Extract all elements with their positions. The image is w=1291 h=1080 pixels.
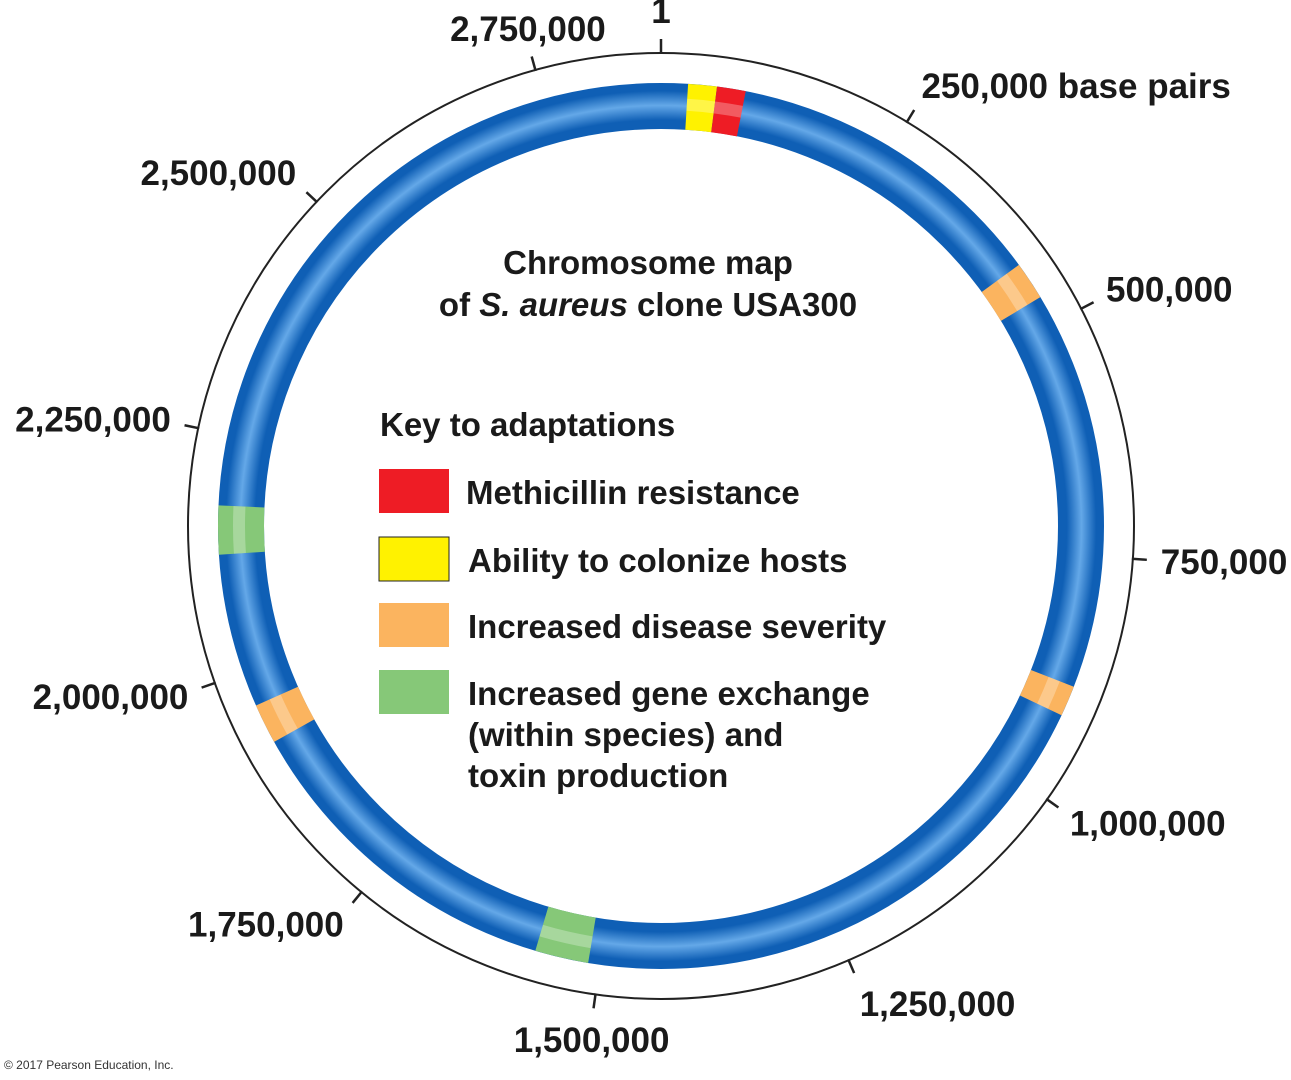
region-severity-2 (981, 264, 1041, 322)
region-highlight-4 (539, 924, 593, 949)
region-highlight-2 (997, 273, 1028, 312)
key-label-gene-exchange-line2: (within species) and (468, 716, 783, 753)
key-swatch-methicillin (379, 469, 449, 513)
tick-label-9: 2,250,000 (15, 400, 171, 439)
region-severity-5 (255, 686, 315, 742)
tick-label-1: 250,000 base pairs (921, 67, 1230, 106)
region-colonize-0 (685, 83, 718, 133)
tick-label-2: 500,000 (1106, 270, 1233, 309)
tick-mark-1 (905, 109, 916, 124)
tick-mark-10 (305, 191, 319, 204)
key-swatch-severity (379, 603, 449, 647)
tick-mark-7 (351, 890, 364, 904)
region-highlight-6 (233, 506, 246, 554)
key-swatch-gene-exchange (379, 670, 449, 714)
region-methicillin-1 (711, 86, 746, 137)
key-label-gene-exchange-line1: Increased gene exchange (468, 675, 870, 712)
key-title: Key to adaptations (380, 406, 675, 443)
region-highlight-1 (713, 101, 743, 118)
tick-label-8: 2,000,000 (33, 678, 189, 717)
region-gene-exchange-4 (535, 906, 597, 963)
tick-mark-9 (184, 423, 200, 430)
region-highlight-5 (269, 694, 298, 735)
map-title-line2: of S. aureus clone USA300 (439, 286, 857, 323)
key-label-gene-exchange-line3: toxin production (468, 757, 728, 794)
outer-circle (187, 52, 1135, 1000)
region-severity-3 (1019, 669, 1074, 716)
key-label-severity: Increased disease severity (468, 608, 887, 645)
tick-mark-11 (530, 56, 537, 72)
tick-marks: 1 250,000 base pairs 500,000 750,000 1,000,0… (15, 0, 1287, 1060)
tick-label-3: 750,000 (1161, 543, 1288, 582)
tick-mark-2 (1079, 301, 1095, 311)
tick-label-6: 1,500,000 (514, 1021, 670, 1060)
tick-label-10: 2,500,000 (140, 154, 296, 193)
region-highlight-3 (1037, 676, 1060, 709)
chromosome-ring (218, 83, 1104, 969)
region-gene-exchange-6 (218, 505, 265, 555)
key-label-colonize: Ability to colonize hosts (468, 542, 848, 579)
adaptation-regions (218, 83, 1074, 963)
tick-mark-6 (592, 993, 597, 1009)
tick-label-7: 1,750,000 (188, 906, 344, 945)
tick-mark-3 (1131, 557, 1147, 562)
key-label-methicillin: Methicillin resistance (466, 474, 800, 511)
tick-mark-4 (1045, 797, 1060, 809)
tick-label-5: 1,250,000 (860, 985, 1016, 1024)
tick-mark-8 (201, 681, 217, 689)
tick-label-4: 1,000,000 (1070, 805, 1226, 844)
region-highlight-0 (686, 98, 716, 114)
tick-label-0: 1 (651, 0, 670, 31)
copyright-notice: © 2017 Pearson Education, Inc. (4, 1058, 174, 1072)
key-swatch-colonize (378, 536, 450, 582)
tick-mark-5 (847, 958, 856, 974)
tick-label-11: 2,750,000 (450, 10, 606, 49)
map-title-line1: Chromosome map (503, 244, 793, 281)
